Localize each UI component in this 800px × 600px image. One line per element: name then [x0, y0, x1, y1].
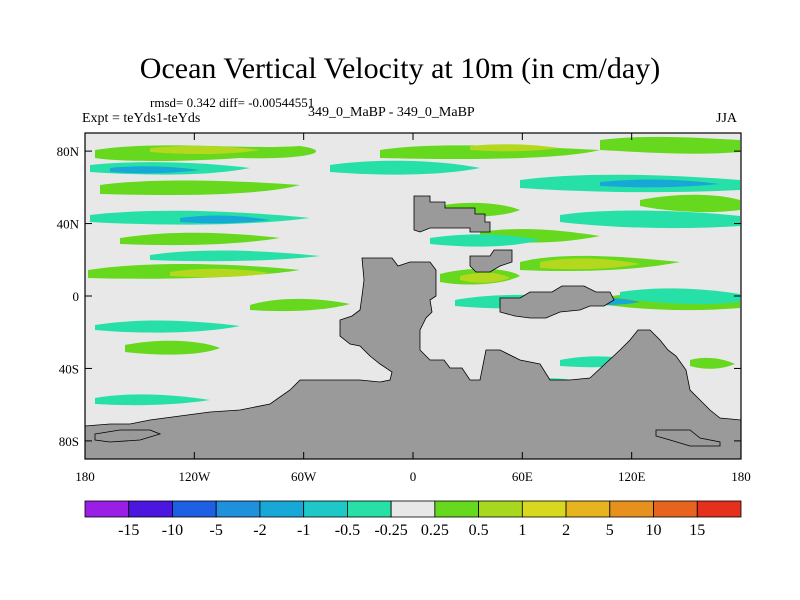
land-south-america [85, 257, 741, 459]
lat-tick-label: 40S [59, 361, 79, 376]
colorbar-swatch [84, 500, 130, 518]
colorbar-swatch [434, 500, 480, 518]
colorbar-label: 0.25 [421, 522, 449, 539]
land-north-america [413, 195, 491, 233]
season-label: JJA [716, 111, 738, 126]
lon-tick-label: 0 [410, 469, 417, 484]
colorbar-swatch [215, 500, 261, 518]
lon-tick-label: 120E [618, 469, 646, 484]
colorbar-swatch [609, 500, 654, 518]
velocity-field [85, 136, 741, 459]
lon-tick-label: 60E [512, 469, 533, 484]
colorbar-label: -0.5 [335, 522, 360, 539]
colorbar-swatch [478, 500, 523, 518]
colorbar-swatch [303, 500, 348, 518]
colorbar-swatch [259, 500, 305, 518]
colorbar-label: 2 [562, 522, 570, 539]
lat-tick-label: 80N [57, 144, 80, 159]
colorbar-label: -15 [118, 522, 139, 539]
lat-tick-label: 80S [59, 434, 79, 449]
land-antarctic-peninsula [655, 429, 721, 447]
case-label: 349_0_MaBP - 349_0_MaBP [308, 105, 475, 120]
land-northern-island [469, 249, 513, 273]
colorbar-swatch [128, 500, 173, 518]
colorbar-label: 0.5 [469, 522, 489, 539]
colorbar-label: 1 [518, 522, 526, 539]
colorbar-swatch [565, 500, 611, 518]
colorbar-label: -5 [210, 522, 223, 539]
lon-tick-label: 180 [75, 469, 95, 484]
lon-tick-label: 120W [178, 469, 211, 484]
colorbar-swatch [346, 500, 392, 518]
colorbar-swatch [653, 500, 698, 518]
strong-upwelling-patches [150, 144, 640, 283]
lon-tick-label: 180 [731, 469, 751, 484]
land-eastern-block [499, 285, 615, 319]
rmsd-diff-stats: rmsd= 0.342 diff= -0.00544551 [150, 95, 315, 110]
colorbar-label: 10 [646, 522, 662, 539]
colorbar-label: 15 [689, 522, 705, 539]
map-plot-area: 80N 40N 0 40S 80S 180 120W 60W 0 60E 120E 180 [57, 132, 751, 484]
colorbar-label: 5 [606, 522, 614, 539]
colorbar-label: -10 [162, 522, 183, 539]
lat-tick-label: 0 [73, 289, 80, 304]
lat-tick-label: 40N [57, 217, 80, 232]
colorbar-swatch [172, 500, 217, 518]
experiment-label: Expt = teYds1-teYds [82, 111, 201, 126]
land-southern-lobe [94, 429, 162, 443]
colorbar: -15 -10 -5 -2 -1 -0.5 -0.25 0.25 0.5 1 2 5 10 15 [84, 500, 742, 539]
colorbar-label: -2 [253, 522, 266, 539]
colorbar-label: -0.25 [374, 522, 407, 539]
land-masses [85, 195, 741, 459]
colorbar-swatch [521, 500, 567, 518]
longitude-axis: 180 120W 60W 0 60E 120E 180 [75, 133, 751, 484]
colorbar-swatch [390, 500, 436, 518]
colorbar-swatch [696, 500, 742, 518]
latitude-axis: 80N 40N 0 40S 80S [57, 144, 741, 449]
colorbar-label: -1 [297, 522, 310, 539]
plot-title: Ocean Vertical Velocity at 10m (in cm/da… [139, 52, 661, 85]
lon-tick-label: 60W [291, 469, 317, 484]
